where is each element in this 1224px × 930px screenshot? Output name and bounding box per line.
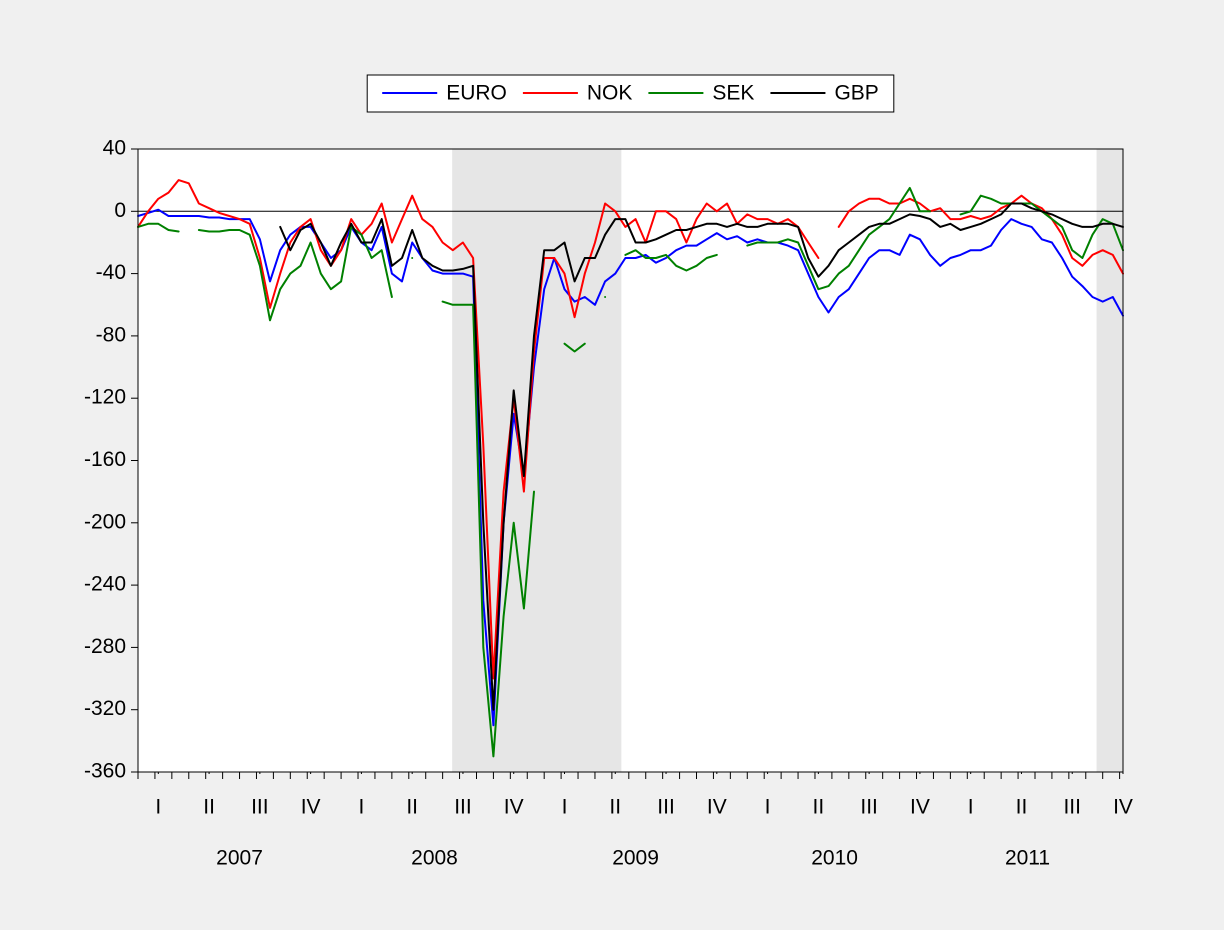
y-tick-label: -120 <box>84 386 126 409</box>
year-label: 2010 <box>811 847 858 870</box>
x-tick-label: IV <box>707 796 727 819</box>
year-label: 2009 <box>612 847 659 870</box>
x-tick-label: III <box>251 796 269 819</box>
x-tick-label: II <box>813 796 825 819</box>
series-line <box>137 208 1124 727</box>
legend: EURO NOK SEK GBP <box>366 74 895 113</box>
year-label: 2008 <box>411 847 458 870</box>
y-tick-label: -320 <box>84 697 126 720</box>
legend-label: NOK <box>587 82 633 105</box>
x-tick-label: IV <box>1113 796 1133 819</box>
y-tick-label: -40 <box>96 261 126 284</box>
y-tick-label: -240 <box>84 573 126 596</box>
x-tick-label: I <box>562 796 568 819</box>
legend-label: GBP <box>834 82 878 105</box>
x-tick-label: II <box>203 796 215 819</box>
y-tick-label: 0 <box>114 199 126 222</box>
x-tick-label: II <box>1016 796 1028 819</box>
x-tick-label: II <box>406 796 418 819</box>
series-line <box>137 179 1124 680</box>
plot-frame <box>137 148 1124 773</box>
x-tick-label: I <box>358 796 364 819</box>
x-tick-label: II <box>609 796 621 819</box>
x-tick-label: IV <box>910 796 930 819</box>
x-tick-label: III <box>860 796 878 819</box>
x-tick-label: III <box>1063 796 1081 819</box>
x-tick-label: I <box>765 796 771 819</box>
year-label: 2007 <box>216 847 263 870</box>
series-line <box>279 202 1124 711</box>
legend-label: SEK <box>712 82 754 105</box>
year-label: 2011 <box>1005 847 1050 870</box>
x-tick-label: IV <box>301 796 321 819</box>
x-tick-label: III <box>657 796 675 819</box>
legend-label: EURO <box>446 82 507 105</box>
x-tick-label: I <box>155 796 161 819</box>
y-tick-label: 40 <box>103 137 126 160</box>
y-tick-label: -360 <box>84 760 126 783</box>
y-tick-label: -160 <box>84 448 126 471</box>
x-tick-label: III <box>454 796 472 819</box>
x-tick-label: IV <box>504 796 524 819</box>
y-tick-label: -200 <box>84 510 126 533</box>
x-tick-label: I <box>968 796 974 819</box>
y-tick-label: -280 <box>84 635 126 658</box>
y-tick-label: -80 <box>96 323 126 346</box>
